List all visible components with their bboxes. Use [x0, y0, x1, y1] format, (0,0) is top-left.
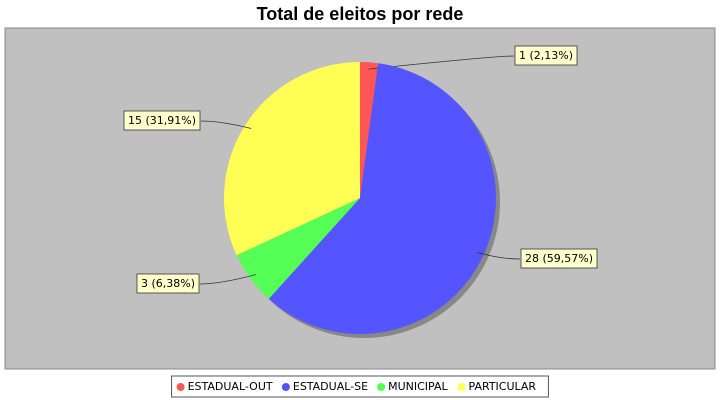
- data-label-box: [520, 248, 598, 269]
- label-connector: [200, 120, 252, 129]
- label-connector: [477, 252, 521, 260]
- legend-label: MUNICIPAL: [388, 380, 448, 393]
- label-connector: [368, 55, 515, 70]
- pie-slice: [236, 198, 360, 299]
- pie-slice: [360, 62, 379, 198]
- pie-slice: [224, 62, 360, 256]
- legend-marker: [377, 383, 386, 391]
- legend-label: PARTICULAR: [469, 380, 537, 393]
- data-label-box: [123, 110, 201, 131]
- pie-slice: [268, 63, 496, 334]
- legend: ESTADUAL-OUT ESTADUAL-SE MUNICIPAL PARTICUL…: [171, 375, 549, 398]
- data-label: 28 (59,57%): [525, 252, 593, 265]
- legend-box: [171, 375, 549, 398]
- legend-marker: [457, 383, 466, 391]
- data-label-box: [136, 273, 200, 294]
- legend-marker: [281, 383, 290, 391]
- label-connector: [199, 274, 257, 285]
- data-label: 3 (6,38%): [141, 277, 195, 290]
- chart-title: Total de eleitos por rede: [257, 4, 464, 24]
- pie: 1 (2,13%) 28 (59,57%) 3 (6,38%) 15 (31,91%): [123, 45, 598, 338]
- data-label: 1 (2,13%): [519, 49, 573, 62]
- data-label: 15 (31,91%): [128, 114, 196, 127]
- legend-label: ESTADUAL-SE: [293, 380, 368, 393]
- data-label-box: [514, 45, 578, 66]
- legend-label: ESTADUAL-OUT: [188, 380, 273, 393]
- legend-marker: [176, 383, 185, 391]
